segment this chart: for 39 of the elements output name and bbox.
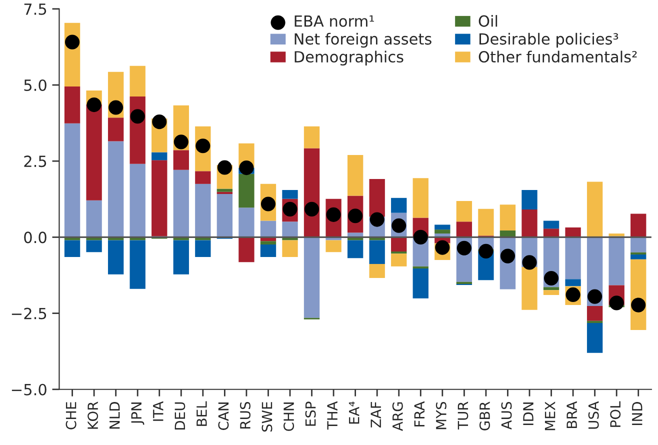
x-tick-label: ITA xyxy=(153,401,164,421)
x-tick-label: MYS xyxy=(436,402,446,430)
x-tick-label: ZAF xyxy=(370,402,381,428)
x-tick-label: KOR xyxy=(88,402,98,429)
y-tick-label: −2.5 xyxy=(12,308,46,320)
x-tick-label: CHN xyxy=(284,402,294,431)
x-tick-label: EA⁴ xyxy=(348,402,360,424)
x-tick-label: FRA xyxy=(414,401,424,426)
x-tick-label: RUS xyxy=(240,402,250,428)
x-tick-label: NLD xyxy=(110,402,120,429)
x-tick-label: POL xyxy=(610,401,621,427)
legend-label: Desirable policies³ xyxy=(479,32,618,48)
y-tick-label: 2.5 xyxy=(24,156,46,168)
legend-label: Oil xyxy=(478,15,498,27)
x-tick-label: CHE xyxy=(66,402,76,430)
x-tick-label: DEU xyxy=(174,402,186,430)
legend-label: Demographics xyxy=(294,50,404,66)
x-tick-label: MEX xyxy=(544,402,556,430)
x-tick-label: USA xyxy=(588,401,599,429)
x-tick-label: ESP xyxy=(305,402,316,426)
x-tick-label: BEL xyxy=(196,401,207,426)
x-tick-label: THA xyxy=(327,401,338,430)
x-tick-label: SWE xyxy=(262,402,272,432)
y-tick-label: 0.0 xyxy=(24,232,46,244)
x-tick-label: BRA xyxy=(566,401,577,428)
y-tick-label: 7.5 xyxy=(24,4,46,15)
x-tick-label: AUS xyxy=(501,402,512,430)
x-tick-label: JPN xyxy=(131,402,144,425)
legend-label: Net foreign assets xyxy=(294,32,432,48)
x-tick-label: CAN xyxy=(218,402,229,430)
x-tick-label: GBR xyxy=(479,402,490,430)
x-tick-label: TUR xyxy=(458,402,468,430)
x-tick-label: ARG xyxy=(392,402,403,431)
legend-label: Other fundamentals² xyxy=(478,50,637,63)
legend-label: EBA norm¹ xyxy=(294,15,374,27)
x-tick-label: IDN xyxy=(523,402,534,425)
y-tick-label: −5.0 xyxy=(12,384,46,396)
y-tick-label: 5.0 xyxy=(24,79,46,92)
x-tick-label: IND xyxy=(632,402,642,425)
